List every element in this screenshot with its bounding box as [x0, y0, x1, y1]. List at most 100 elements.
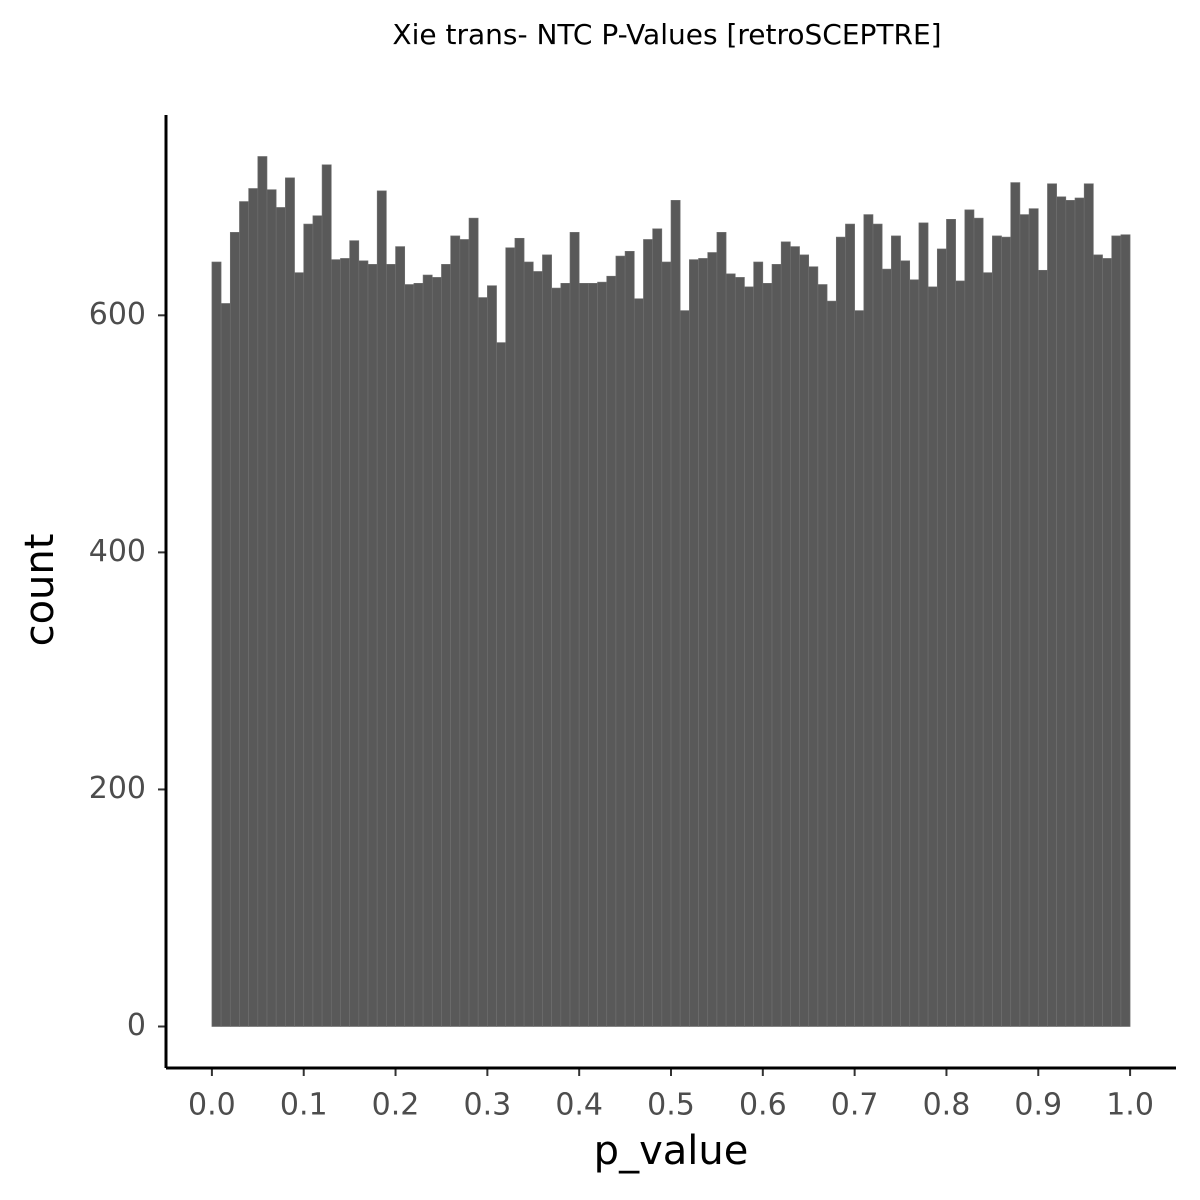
bar — [946, 219, 956, 1027]
x-tick-label: 0.4 — [555, 1088, 603, 1123]
x-tick-label: 0.6 — [739, 1088, 787, 1123]
bar — [734, 277, 745, 1027]
bar — [927, 286, 938, 1027]
bar — [220, 303, 231, 1027]
x-tick-label: 0.0 — [188, 1088, 236, 1123]
y-tick-label: 400 — [89, 534, 146, 569]
bar — [918, 222, 929, 1027]
bar — [643, 239, 653, 1027]
bar — [211, 261, 222, 1027]
bar — [514, 237, 525, 1027]
bar — [422, 274, 433, 1027]
bar — [349, 240, 360, 1027]
bar — [863, 214, 874, 1027]
bar — [900, 260, 911, 1027]
bar — [450, 235, 461, 1027]
bar — [431, 277, 442, 1027]
bar — [845, 223, 855, 1027]
bar — [1074, 197, 1085, 1027]
bar — [716, 232, 727, 1027]
x-tick-label: 1.0 — [1106, 1088, 1154, 1123]
bar — [1111, 235, 1122, 1027]
bar — [551, 287, 562, 1027]
bar — [1120, 234, 1131, 1027]
bar — [1019, 214, 1030, 1027]
y-tick-label: 200 — [89, 771, 146, 806]
bar — [597, 281, 608, 1027]
y-tick-label: 0 — [127, 1008, 146, 1043]
bar — [569, 232, 580, 1027]
bar — [790, 246, 800, 1027]
bar — [826, 300, 837, 1027]
bar — [725, 273, 736, 1027]
bar — [808, 266, 819, 1027]
x-tick-label: 0.2 — [372, 1088, 420, 1123]
bar — [413, 283, 424, 1027]
bar — [835, 236, 846, 1027]
bar — [652, 228, 663, 1027]
bar — [633, 298, 644, 1027]
bar — [744, 286, 754, 1027]
bar — [294, 272, 305, 1027]
x-tick-label: 0.9 — [1014, 1088, 1062, 1123]
bar — [872, 223, 883, 1027]
bar — [560, 283, 571, 1027]
bar — [330, 259, 341, 1027]
bar — [248, 188, 259, 1027]
bar — [321, 164, 332, 1027]
bar — [523, 261, 534, 1027]
bar — [881, 268, 892, 1027]
bar — [1028, 208, 1039, 1027]
x-tick-label: 0.5 — [647, 1088, 695, 1123]
bar — [367, 264, 378, 1027]
x-tick-label: 0.7 — [831, 1088, 879, 1123]
bar — [459, 239, 470, 1027]
bar — [229, 232, 240, 1027]
bar — [909, 279, 920, 1027]
bar — [689, 259, 699, 1027]
x-tick-label: 0.1 — [280, 1088, 328, 1123]
bar — [955, 280, 966, 1027]
bar — [1037, 269, 1048, 1027]
y-tick-label: 600 — [89, 297, 146, 332]
bar — [1093, 254, 1103, 1027]
bar — [982, 272, 993, 1027]
bar — [468, 217, 479, 1027]
bar — [1047, 183, 1057, 1027]
bar — [661, 261, 672, 1027]
bar — [532, 271, 543, 1027]
bar — [1001, 236, 1012, 1027]
bar — [588, 283, 598, 1027]
bar — [376, 190, 387, 1027]
bar — [854, 310, 865, 1027]
bar — [762, 283, 773, 1027]
bar — [1010, 182, 1021, 1027]
bar — [257, 156, 268, 1027]
bar — [964, 209, 975, 1027]
bar — [496, 342, 507, 1027]
bar — [707, 252, 718, 1027]
bar — [1102, 258, 1113, 1027]
bar — [615, 255, 626, 1027]
bar — [386, 264, 396, 1027]
bar — [487, 285, 497, 1027]
bar — [817, 284, 828, 1027]
bar — [973, 217, 984, 1027]
bar — [578, 283, 589, 1027]
bar — [1065, 200, 1076, 1027]
bar — [542, 254, 552, 1027]
bar — [312, 215, 323, 1027]
x-tick-label: 0.3 — [464, 1088, 512, 1123]
bar — [395, 246, 406, 1027]
bar — [285, 177, 295, 1027]
bar — [992, 235, 1002, 1027]
x-tick-label: 0.8 — [923, 1088, 971, 1123]
bar — [780, 241, 791, 1027]
bar — [679, 310, 690, 1027]
x-axis-title: p_value — [594, 1128, 749, 1174]
bar — [239, 201, 249, 1027]
bar — [266, 189, 277, 1027]
bar — [275, 207, 286, 1027]
bar — [753, 261, 764, 1027]
